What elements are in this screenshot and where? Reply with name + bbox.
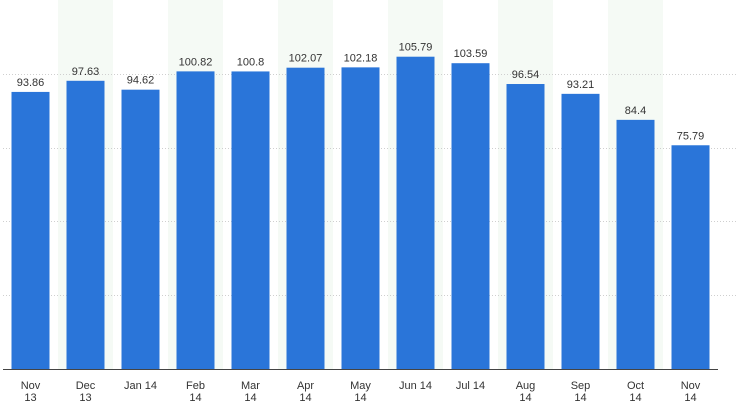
x-tick-label: Nov 14 <box>681 380 701 404</box>
bar-value-label: 97.63 <box>72 66 100 78</box>
bar-value-label: 103.59 <box>454 48 488 60</box>
x-axis-ticks: Nov 13 Dec 13 Jan 14 Feb 14 Mar 14 Apr 14 May 14 Jun … <box>21 380 701 404</box>
x-tick-label: Mar 14 <box>241 380 260 404</box>
bars <box>11 56 710 370</box>
bar[interactable] <box>121 89 160 369</box>
x-tick-label: Aug 14 <box>516 380 536 404</box>
value-labels: 93.86 97.63 94.62 100.82 100.8 102.07 102.18 10… <box>17 42 705 143</box>
bar[interactable] <box>231 71 270 369</box>
x-tick-label: Sep 14 <box>571 380 591 404</box>
bar-value-label: 94.62 <box>127 75 155 87</box>
x-tick-label: Jun 14 <box>399 380 432 392</box>
bar-value-label: 100.8 <box>237 56 265 68</box>
bar[interactable] <box>66 80 105 370</box>
bar-value-label: 93.86 <box>17 77 45 89</box>
bar[interactable] <box>451 63 490 369</box>
x-tick-label: Oct 14 <box>627 380 644 404</box>
bar-value-label: 75.79 <box>677 130 705 142</box>
bar[interactable] <box>286 67 325 369</box>
bar[interactable] <box>561 93 600 369</box>
bar-value-label: 96.54 <box>512 69 540 81</box>
x-tick-label: Dec 13 <box>76 380 96 404</box>
bar[interactable] <box>341 67 380 370</box>
bar[interactable] <box>176 71 215 369</box>
bar-value-label: 102.07 <box>289 53 323 65</box>
bar-value-label: 102.18 <box>344 52 378 64</box>
bar[interactable] <box>396 56 435 370</box>
gridlines <box>3 74 738 296</box>
x-tick-label: Apr 14 <box>297 380 314 404</box>
x-tick-label: Jul 14 <box>456 380 485 392</box>
x-tick-label: Jan 14 <box>124 380 157 392</box>
bar[interactable] <box>616 119 655 369</box>
bar-value-label: 93.21 <box>567 79 595 91</box>
x-tick-label: Feb 14 <box>186 380 205 404</box>
x-tick-label: May 14 <box>350 380 371 404</box>
bar-value-label: 100.82 <box>179 56 213 68</box>
bar[interactable] <box>671 145 710 369</box>
bar-value-label: 84.4 <box>625 105 646 117</box>
x-tick-label: Nov 13 <box>21 380 41 404</box>
bar[interactable] <box>506 84 545 370</box>
bar-value-label: 105.79 <box>399 42 433 54</box>
bar[interactable] <box>11 91 50 369</box>
